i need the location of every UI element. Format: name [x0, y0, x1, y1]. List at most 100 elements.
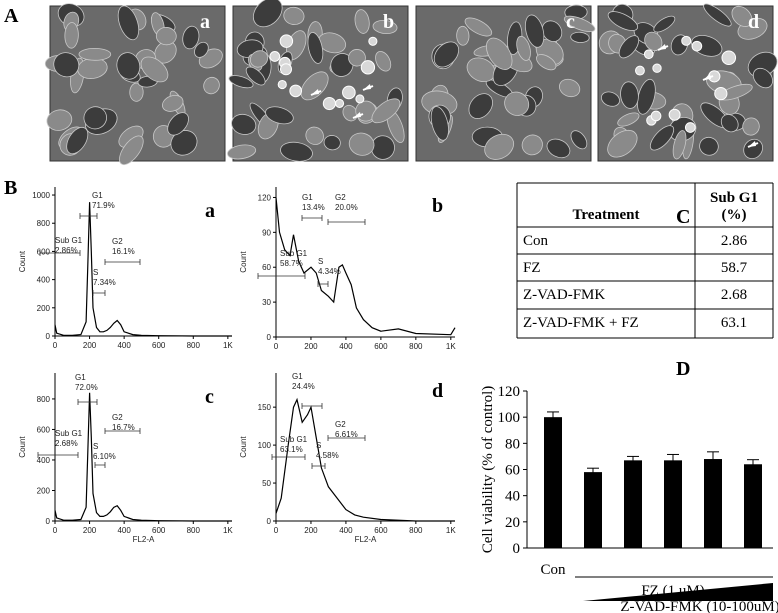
gradient-wedge: [583, 583, 773, 601]
gate-name: Sub G1: [55, 429, 83, 438]
x-tick-label: 0: [53, 526, 58, 535]
bar: [624, 460, 642, 548]
image-label: a: [200, 11, 210, 33]
gate-name: G1: [75, 373, 86, 382]
y-axis-label: Count: [239, 251, 248, 273]
y-tick-label: 120: [258, 193, 272, 202]
cell: [53, 52, 80, 78]
gate-percent: 6.61%: [335, 430, 358, 439]
gate-percent: 6.10%: [93, 452, 116, 461]
table-cell: 58.7: [721, 260, 748, 276]
y-tick-label: 800: [37, 395, 51, 404]
y-tick-label: 30: [262, 298, 271, 307]
cell: [752, 67, 774, 89]
x-tick-label: 0: [274, 526, 279, 535]
cell: [182, 25, 200, 50]
cell: [468, 93, 493, 119]
cell: [691, 35, 723, 57]
cell: [348, 132, 375, 156]
cell: [354, 9, 370, 34]
x-tick-label: 600: [152, 526, 166, 535]
cell: [742, 117, 760, 136]
gate-percent: 16.1%: [112, 247, 135, 256]
x-tick-label: 200: [83, 341, 97, 350]
bar: [544, 417, 562, 548]
cell: [720, 114, 739, 133]
gate-bracket: [104, 428, 141, 434]
gate-name: G2: [112, 237, 123, 246]
y-tick-label: 200: [37, 304, 51, 313]
round-cell: [279, 34, 294, 48]
y-tick-label: 1000: [32, 191, 50, 200]
gate-percent: 58.7%: [280, 259, 303, 268]
cell: [570, 31, 590, 43]
image-label: d: [748, 11, 759, 33]
micrograph: a: [44, 3, 226, 166]
cell: [516, 35, 531, 61]
table-cell: 63.1: [721, 315, 747, 331]
cell: [119, 135, 144, 166]
y-tick-label: 0: [46, 332, 51, 341]
gate-name: G1: [92, 191, 103, 200]
gate-bracket: [257, 273, 306, 279]
round-cell: [652, 63, 662, 73]
bar: [584, 472, 602, 548]
gate-bracket: [104, 259, 141, 265]
cell: [653, 15, 676, 33]
cell: [570, 130, 588, 150]
y-tick-label: 400: [37, 456, 51, 465]
panel-label: A: [4, 5, 19, 27]
histogram-label: a: [205, 200, 215, 222]
cell: [375, 51, 392, 72]
cell: [300, 71, 329, 101]
cell: [265, 106, 294, 125]
y-axis-label: Count: [239, 436, 248, 458]
cell: [129, 82, 144, 102]
round-cell: [650, 110, 662, 122]
table-cell: 2.68: [721, 287, 747, 303]
x-tick-label: 800: [187, 341, 201, 350]
gradient-label: Z-VAD-FMK (10-100uM): [620, 599, 778, 613]
y-tick-label: 100: [258, 441, 272, 450]
cell: [699, 136, 719, 156]
gate-bracket: [327, 435, 366, 441]
table-cell: 2.86: [721, 233, 748, 249]
gate-bracket: [317, 281, 329, 287]
gate-bracket: [92, 290, 106, 296]
panel-label: C: [676, 206, 690, 228]
y-axis-label: Count: [18, 436, 27, 458]
gate-bracket: [301, 215, 323, 221]
cell: [203, 76, 220, 95]
gate-name: G2: [112, 413, 123, 422]
cell: [323, 135, 341, 151]
cell: [430, 106, 449, 141]
round-cell: [269, 51, 281, 62]
cell: [46, 109, 73, 131]
y-tick-label: 200: [37, 486, 51, 495]
cell: [617, 112, 640, 127]
cell: [371, 98, 401, 124]
cell: [64, 22, 79, 49]
gate-bracket: [271, 454, 306, 460]
gate-bracket: [327, 219, 366, 225]
gate-percent: 4.34%: [318, 267, 341, 276]
micrograph: b: [227, 0, 409, 162]
cell: [541, 20, 563, 42]
gate-percent: 24.4%: [292, 382, 315, 391]
histogram-curve: [54, 202, 232, 337]
x-tick-label: 800: [409, 342, 423, 351]
gate-percent: 71.9%: [92, 201, 115, 210]
x-tick-label: 400: [117, 526, 131, 535]
y-tick-label: 400: [37, 276, 51, 285]
x-tick-label: 200: [83, 526, 97, 535]
bar: [704, 459, 722, 548]
cell: [504, 91, 530, 116]
gate-percent: 16.7%: [112, 423, 135, 432]
y-axis-label: Count: [18, 250, 27, 272]
cell: [140, 56, 169, 83]
cell: [161, 94, 184, 112]
gate-name: S: [316, 441, 321, 450]
y-tick-label: 120: [498, 384, 521, 400]
round-cell: [691, 40, 703, 52]
y-tick-label: 80: [505, 436, 520, 452]
